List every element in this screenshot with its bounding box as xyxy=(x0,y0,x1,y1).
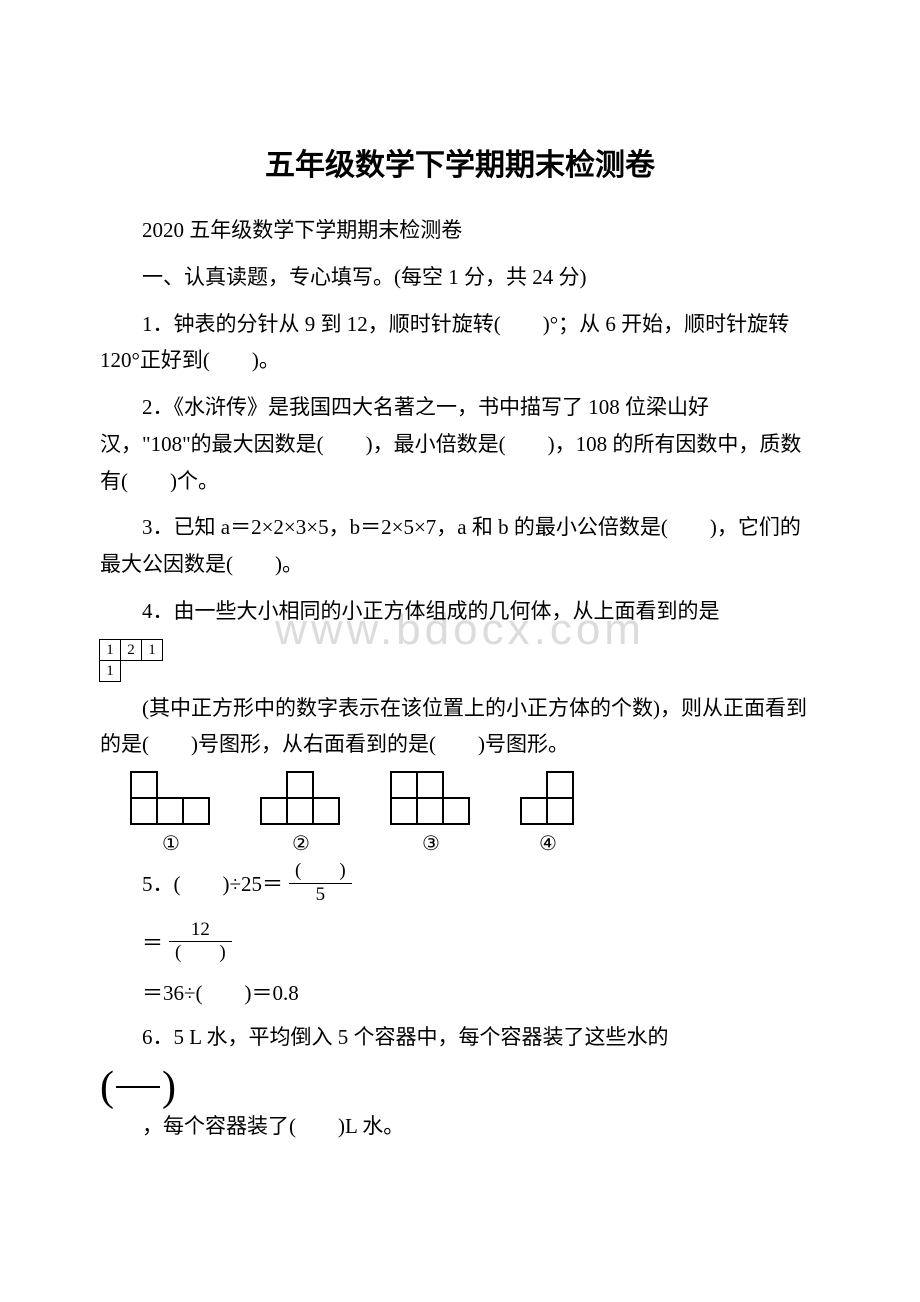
shape-option-2: ② xyxy=(262,773,340,856)
question-6a: 6．5 L 水，平均倒入 5 个容器中，每个容器装了这些水的 xyxy=(100,1019,820,1056)
shape-label: ③ xyxy=(422,831,440,856)
q5-line3-text: ＝36÷( )＝0.8 xyxy=(142,977,299,1007)
shape-label: ④ xyxy=(539,831,557,856)
frac-denominator: 5 xyxy=(310,884,332,907)
question-4a: 4．由一些大小相同的小正方体组成的几何体，从上面看到的是 xyxy=(100,593,820,630)
shape-option-4: ④ xyxy=(522,773,574,856)
big-fraction-blank: () xyxy=(100,1066,820,1108)
shape-label: ② xyxy=(292,831,310,856)
question-5-line2: ＝ 12 ( ) xyxy=(142,919,820,966)
grid-cell: 2 xyxy=(120,639,142,661)
fraction-2: 12 ( ) xyxy=(169,919,232,966)
shape-options: ① ② ③ ④ xyxy=(132,773,820,856)
shape-option-3: ③ xyxy=(392,773,470,856)
shape-option-1: ① xyxy=(132,773,210,856)
question-4-grid: 1 2 1 1 xyxy=(100,640,163,682)
q5-prefix: 5．( )÷25＝ xyxy=(142,868,283,898)
fraction-1: ( ) 5 xyxy=(289,860,352,907)
frac-numerator: 12 xyxy=(185,919,216,942)
question-2: 2．《水浒传》是我国四大名著之一，书中描写了 108 位梁山好汉，"108"的最… xyxy=(100,389,820,499)
question-5-line1: 5．( )÷25＝ ( ) 5 xyxy=(142,860,820,907)
page-title: 五年级数学下学期期末检测卷 xyxy=(100,140,820,184)
question-4b: (其中正方形中的数字表示在该位置上的小正方体的个数)，则从正面看到的是( )号图… xyxy=(100,690,820,764)
frac-numerator: ( ) xyxy=(289,860,352,883)
question-5-line3: ＝36÷( )＝0.8 xyxy=(142,977,820,1007)
document-body: 五年级数学下学期期末检测卷 2020 五年级数学下学期期末检测卷 一、认真读题，… xyxy=(100,140,820,1145)
frac-denominator: ( ) xyxy=(169,942,232,965)
equals: ＝ xyxy=(142,927,163,957)
shape-label: ① xyxy=(162,831,180,856)
grid-cell: 1 xyxy=(99,639,121,661)
grid-cell: 1 xyxy=(141,639,163,661)
question-1: 1．钟表的分针从 9 到 12，顺时针旋转( )°；从 6 开始，顺时针旋转 1… xyxy=(100,306,820,380)
question-6b: ，每个容器装了( )L 水。 xyxy=(100,1108,820,1145)
subtitle: 2020 五年级数学下学期期末检测卷 xyxy=(100,212,820,249)
section-heading: 一、认真读题，专心填写。(每空 1 分，共 24 分) xyxy=(100,259,820,296)
question-3: 3．已知 a＝2×2×3×5，b＝2×5×7，a 和 b 的最小公倍数是( )，… xyxy=(100,509,820,583)
grid-cell: 1 xyxy=(99,660,121,682)
